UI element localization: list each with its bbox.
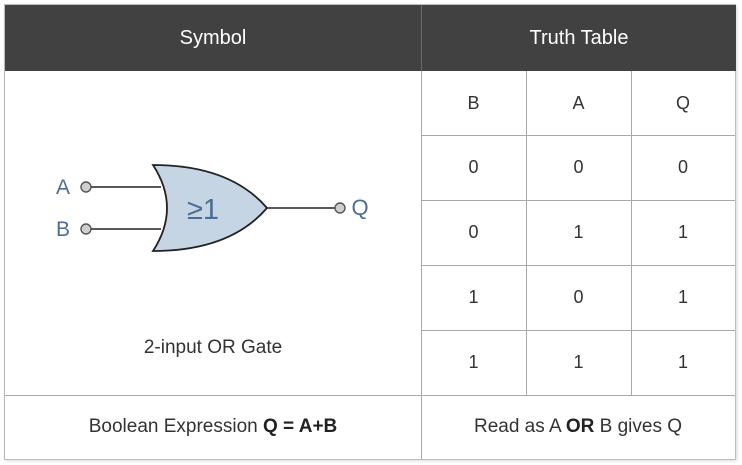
input-b-label: B [56,218,70,241]
table-cell: 0 [468,222,479,242]
table-cell: 0 [573,287,584,307]
read-as-prefix: Read as A [473,416,566,437]
table-cell: 1 [677,287,688,307]
table-cell: 1 [468,352,479,372]
truth-table-divider-1 [526,71,527,395]
truth-table-header-a: A [572,92,585,113]
or-gate-symbol-icon: A B Q ≥1 [56,164,369,252]
gate-caption: 2-input OR Gate [143,337,283,358]
table-cell: 1 [468,287,479,307]
boolean-expression-label: Boolean Expression [88,416,263,437]
truth-table-divider-2 [631,71,632,395]
table-cell: 0 [573,157,584,177]
table-cell: 1 [677,352,688,372]
gate-function-symbol: ≥1 [187,194,219,226]
table-cell: 1 [677,222,688,242]
truth-table-row-line [421,330,735,331]
truth-table-column-header: Truth Table [421,5,736,71]
symbol-column-header: Symbol [5,5,421,71]
truth-table-header-b: B [467,92,480,113]
table-cell: 0 [468,157,479,177]
truth-table-row-line [421,200,735,201]
read-as-suffix: B gives Q [594,416,683,437]
boolean-expression: Boolean Expression Q = A+B [5,395,421,459]
truth-table-row-line [421,135,735,136]
footer-divider [5,395,735,396]
read-as-operator: OR [565,416,595,437]
or-gate-reference-card: Symbol Truth Table A B Q ≥1 2-input OR G… [4,4,736,460]
input-b-terminal [80,223,92,235]
output-q-label: Q [351,195,368,220]
input-a-label: A [56,176,70,199]
or-gate-body [151,164,269,252]
table-cell: 1 [573,222,584,242]
truth-table-row-line [421,265,735,266]
table-cell: 1 [573,352,584,372]
symbol-cell: A B Q ≥1 2-input OR Gate [5,71,421,395]
table-cell: 0 [677,157,688,177]
boolean-expression-formula: Q = A+B [263,416,338,437]
truth-table-header-q: Q [675,92,690,113]
input-a-terminal [80,181,92,193]
output-terminal [334,202,346,214]
read-as-description: Read as A OR B gives Q [421,395,735,459]
